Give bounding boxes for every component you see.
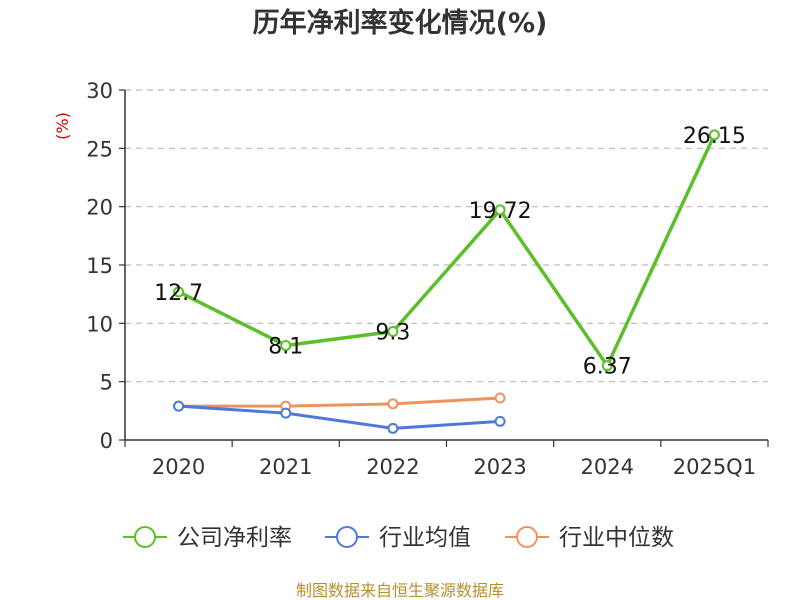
data-point [387, 422, 399, 434]
data-label: 12.7 [154, 281, 203, 306]
legend-label: 行业中位数 [559, 525, 674, 551]
y-axis-unit: (%) [53, 112, 72, 140]
y-tick-label: 30 [86, 79, 113, 103]
data-point [494, 415, 506, 427]
legend-item: 公司净利率 [123, 525, 292, 551]
data-label: 26.15 [683, 124, 746, 149]
y-tick-label: 25 [86, 137, 113, 161]
x-tick-label: 2024 [581, 455, 634, 479]
data-point [708, 129, 720, 141]
legend-item: 行业中位数 [505, 525, 674, 551]
data-point [387, 326, 399, 337]
grid-lines [125, 89, 768, 383]
data-point [601, 360, 613, 372]
legend-label: 行业均值 [379, 525, 471, 551]
axes: 0 5 10 15 20 25 30 2020 2021 2022 2023 2024 2025Q1 [86, 79, 769, 479]
x-tick-label: 2020 [152, 455, 205, 479]
y-tick-label: 15 [86, 254, 113, 278]
data-point [280, 407, 292, 419]
series-line [177, 404, 502, 430]
data-point [494, 204, 506, 216]
y-tick-label: 10 [86, 312, 113, 336]
x-tick-label: 2023 [473, 455, 526, 479]
data-point [173, 286, 185, 298]
legend-marker [516, 526, 538, 548]
data-point [494, 392, 506, 404]
legend-marker [134, 526, 156, 548]
x-tick-label: 2025Q1 [673, 455, 756, 479]
data-label: 9.3 [375, 321, 410, 346]
source-note: 制图数据来自恒生聚源数据库 [296, 581, 504, 600]
x-tick-label: 2021 [259, 455, 312, 479]
data-label: 6.37 [583, 355, 632, 380]
series-0 [173, 129, 720, 372]
legend-item: 行业均值 [325, 525, 471, 551]
x-tick-label: 2022 [366, 455, 419, 479]
series-line [176, 133, 717, 368]
y-tick-label: 5 [100, 371, 113, 395]
data-label: 8.1 [268, 335, 303, 360]
data-point [387, 398, 399, 410]
y-tick-label: 20 [86, 196, 113, 220]
y-tick-label: 0 [100, 429, 113, 453]
series-1 [173, 400, 506, 434]
data-point [280, 340, 292, 351]
legend-marker [336, 526, 358, 548]
chart-title: 历年净利率变化情况(%) [253, 7, 548, 39]
legend-label: 公司净利率 [177, 525, 292, 551]
legend: 公司净利率 行业均值 行业中位数 [123, 525, 674, 551]
data-labels: 12.7 8.1 9.3 19.72 6.37 26.15 [154, 124, 746, 380]
data-point [173, 400, 185, 412]
series-line [177, 396, 502, 408]
data-label: 19.72 [469, 199, 532, 224]
series-lines [173, 129, 720, 434]
